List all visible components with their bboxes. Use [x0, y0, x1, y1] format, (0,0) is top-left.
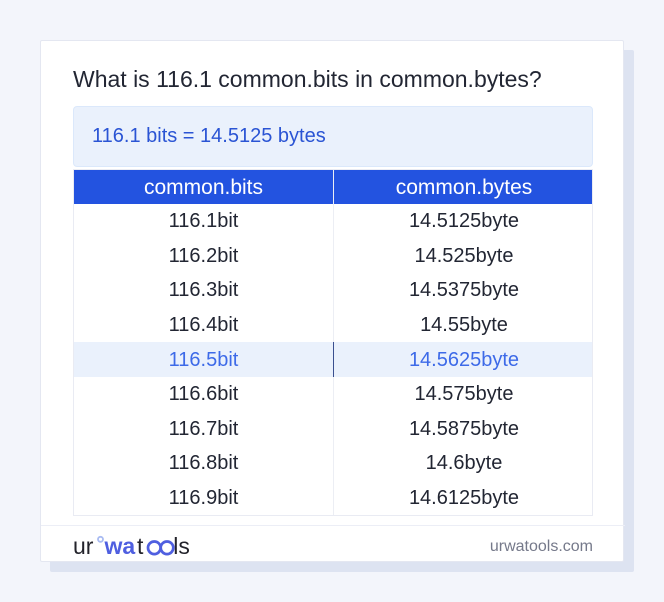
svg-text:ls: ls — [173, 533, 190, 559]
svg-text:ur: ur — [73, 533, 94, 559]
svg-text:t: t — [137, 533, 144, 559]
svg-text:wa: wa — [104, 533, 136, 559]
